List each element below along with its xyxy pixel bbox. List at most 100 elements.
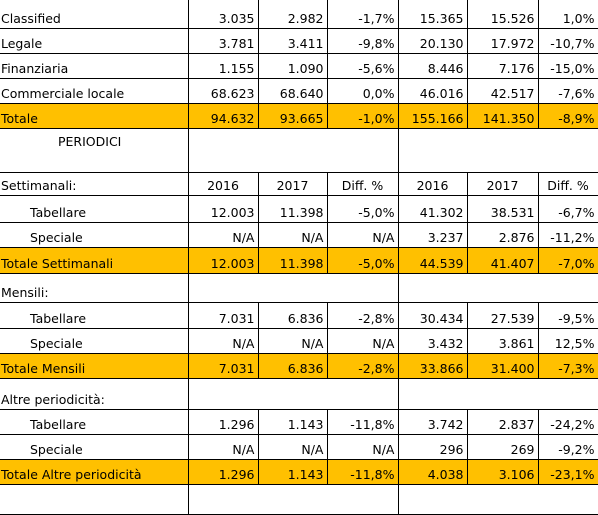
cell: 4.038 — [397, 459, 468, 485]
empty-cell — [187, 128, 399, 173]
cell: 3.237 — [397, 222, 468, 248]
row: Finanziaria 1.155 1.090 -5,6% 8.446 7.176 -15,… — [0, 53, 598, 79]
cell: 93.665 — [257, 103, 328, 129]
cell: N/A — [326, 434, 399, 460]
cell: -8,9% — [537, 103, 598, 129]
cell: 141.350 — [466, 103, 539, 129]
row-label: Settimanali: — [0, 172, 189, 196]
cell: 3.432 — [397, 328, 468, 354]
cell: -2,8% — [326, 302, 399, 329]
cell: -1,7% — [326, 0, 399, 29]
cell: 3.742 — [397, 409, 468, 435]
cell: 3.106 — [466, 459, 539, 485]
cell: -6,7% — [537, 195, 598, 223]
cell: 296 — [397, 434, 468, 460]
cell: -10,7% — [537, 28, 598, 54]
cell: 33.866 — [397, 353, 468, 379]
cell: 68.623 — [187, 78, 259, 104]
cell: 1,0% — [537, 0, 598, 29]
cell: -23,1% — [537, 459, 598, 485]
row: Settimanali: 2016 2017 Diff. % 2016 2017 Diff.… — [0, 172, 598, 196]
row: PERIODICI — [0, 128, 598, 173]
cell: 3.411 — [257, 28, 328, 54]
cell: 7.031 — [187, 302, 259, 329]
row-label: Totale Altre periodicità — [0, 459, 189, 485]
cell: 2.982 — [257, 0, 328, 29]
cell: 20.130 — [397, 28, 468, 54]
empty-cell — [397, 378, 598, 410]
cell: 12.003 — [187, 195, 259, 223]
cell: 7.031 — [187, 353, 259, 379]
cell: 1.090 — [257, 53, 328, 79]
total-row: Totale Settimanali 12.003 11.398 -5,0% 44.53… — [0, 247, 598, 274]
cell: -2,8% — [326, 353, 399, 379]
row-label: Mensili: — [0, 273, 189, 303]
cell: -24,2% — [537, 409, 598, 435]
row: Legale 3.781 3.411 -9,8% 20.130 17.972 -10,7% — [0, 28, 598, 54]
row-label: PERIODICI — [0, 128, 189, 173]
row: Tabellare 1.296 1.143 -11,8% 3.742 2.837 -24,2… — [0, 409, 598, 435]
cell: 0,0% — [326, 78, 399, 104]
cell: 6.836 — [257, 302, 328, 329]
cell: 42.517 — [466, 78, 539, 104]
cell: 3.861 — [466, 328, 539, 354]
cell: 1.296 — [187, 459, 259, 485]
cell: -11,2% — [537, 222, 598, 248]
column-header: 2016 — [397, 172, 468, 196]
cell: 41.302 — [397, 195, 468, 223]
cell: 15.365 — [397, 0, 468, 29]
cell: 8.446 — [397, 53, 468, 79]
cell: -15,0% — [537, 53, 598, 79]
cell: -5,0% — [326, 195, 399, 223]
cell: 1.143 — [257, 459, 328, 485]
column-header: Diff. % — [537, 172, 598, 196]
cell: 7.176 — [466, 53, 539, 79]
cell: 30.434 — [397, 302, 468, 329]
cell: 1.143 — [257, 409, 328, 435]
column-header: 2017 — [466, 172, 539, 196]
row: Mensili: — [0, 273, 598, 303]
row-label: Totale Mensili — [0, 353, 189, 379]
cell: 155.166 — [397, 103, 468, 129]
row: Speciale N/A N/A N/A 3.432 3.861 12,5% — [0, 328, 598, 354]
cell: N/A — [187, 222, 259, 248]
empty-cell — [397, 128, 598, 173]
cell: 3.035 — [187, 0, 259, 29]
cell: N/A — [326, 222, 399, 248]
cell: 3.781 — [187, 28, 259, 54]
row: Tabellare 12.003 11.398 -5,0% 41.302 38.531 -6… — [0, 195, 598, 223]
cell: 38.531 — [466, 195, 539, 223]
cell: -7,0% — [537, 247, 598, 274]
row-label: Commerciale locale — [0, 78, 189, 104]
total-row: Totale Altre periodicità 1.296 1.143 -11,8%… — [0, 459, 598, 485]
cell: 2.837 — [466, 409, 539, 435]
cell: 11.398 — [257, 195, 328, 223]
cell: -9,8% — [326, 28, 399, 54]
cell: -9,2% — [537, 434, 598, 460]
empty-cell — [187, 273, 399, 303]
row: Classified 3.035 2.982 -1,7% 15.365 15.526 1,0… — [0, 0, 598, 29]
cell: 11.398 — [257, 247, 328, 274]
cell: 12.003 — [187, 247, 259, 274]
cell: -5,0% — [326, 247, 399, 274]
cell: N/A — [257, 222, 328, 248]
cell: -11,8% — [326, 459, 399, 485]
cell: N/A — [257, 328, 328, 354]
row-label: Finanziaria — [0, 53, 189, 79]
cell: 94.632 — [187, 103, 259, 129]
row-label: Totale — [0, 103, 189, 129]
empty-cell — [397, 273, 598, 303]
cell: -11,8% — [326, 409, 399, 435]
cell: 27.539 — [466, 302, 539, 329]
total-row: Totale Mensili 7.031 6.836 -2,8% 33.866 31.40… — [0, 353, 598, 379]
row: Speciale N/A N/A N/A 3.237 2.876 -11,2% — [0, 222, 598, 248]
total-row: Totale 94.632 93.665 -1,0% 155.166 141.350 -8,… — [0, 103, 598, 129]
row: Altre periodicità: — [0, 378, 598, 410]
cell: -7,3% — [537, 353, 598, 379]
cell: 41.407 — [466, 247, 539, 274]
row-label: Tabellare — [0, 195, 189, 223]
cell: 1.155 — [187, 53, 259, 79]
cell: 1.296 — [187, 409, 259, 435]
